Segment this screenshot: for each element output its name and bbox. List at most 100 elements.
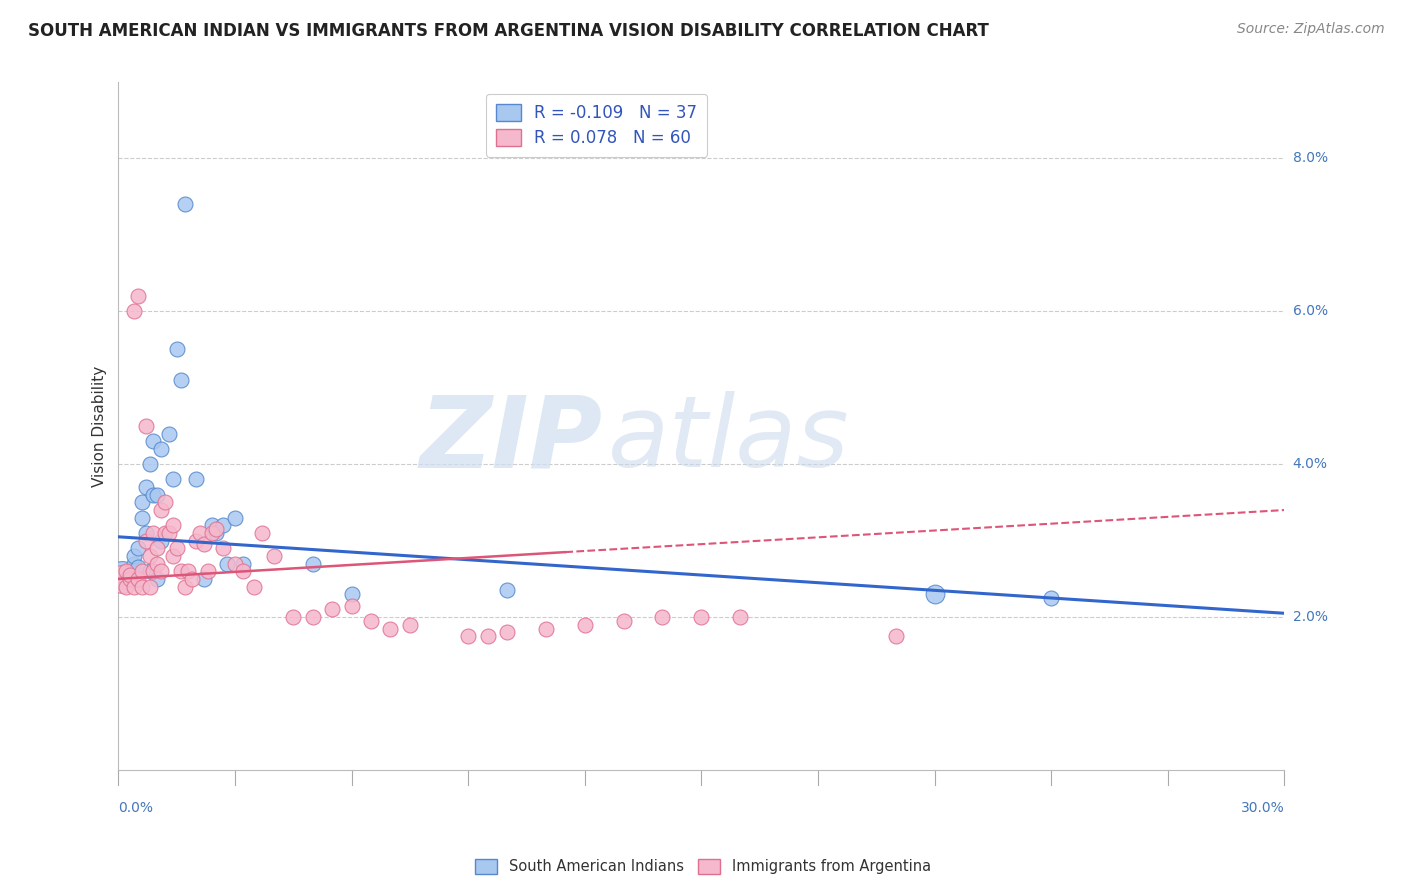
Point <box>157 426 180 441</box>
Point <box>131 495 153 509</box>
Point <box>150 564 173 578</box>
Point <box>127 541 149 556</box>
Text: ZIP: ZIP <box>419 392 602 488</box>
Point <box>122 557 145 571</box>
Point <box>301 610 323 624</box>
Point <box>142 488 165 502</box>
Text: 8.0%: 8.0% <box>1292 152 1327 165</box>
Point <box>204 526 226 541</box>
Point <box>115 564 138 578</box>
Point <box>162 549 184 563</box>
Text: 6.0%: 6.0% <box>1292 304 1327 318</box>
Point <box>120 572 142 586</box>
Point <box>193 537 215 551</box>
Point <box>232 557 254 571</box>
Point <box>135 526 157 541</box>
Point <box>283 610 305 624</box>
Point <box>496 625 519 640</box>
Text: atlas: atlas <box>607 392 849 488</box>
Point <box>690 610 713 624</box>
Text: 2.0%: 2.0% <box>1292 610 1327 624</box>
Point <box>212 541 235 556</box>
Point <box>477 629 499 643</box>
Point <box>232 564 254 578</box>
Point <box>150 503 173 517</box>
Point <box>142 526 165 541</box>
Point <box>181 572 204 586</box>
Point <box>138 580 160 594</box>
Point <box>380 622 402 636</box>
Point <box>169 373 191 387</box>
Point <box>243 580 266 594</box>
Text: 4.0%: 4.0% <box>1292 458 1327 471</box>
Point <box>399 617 422 632</box>
Point <box>150 442 173 456</box>
Point <box>111 568 134 582</box>
Text: 0.0%: 0.0% <box>118 800 153 814</box>
Point <box>153 495 176 509</box>
Point <box>340 599 363 613</box>
Text: 30.0%: 30.0% <box>1240 800 1284 814</box>
Point <box>142 564 165 578</box>
Point <box>574 617 596 632</box>
Point <box>127 572 149 586</box>
Text: Source: ZipAtlas.com: Source: ZipAtlas.com <box>1237 22 1385 37</box>
Point <box>224 557 246 571</box>
Point <box>173 580 195 594</box>
Point <box>173 197 195 211</box>
Point <box>360 614 382 628</box>
Point <box>122 304 145 318</box>
Point <box>120 568 142 582</box>
Point <box>131 564 153 578</box>
Point <box>224 510 246 524</box>
Point <box>188 526 211 541</box>
Point <box>135 533 157 548</box>
Point <box>217 557 239 571</box>
Point <box>169 564 191 578</box>
Point <box>186 473 208 487</box>
Point <box>138 564 160 578</box>
Point <box>212 518 235 533</box>
Point <box>162 473 184 487</box>
Point <box>166 541 188 556</box>
Point <box>131 580 153 594</box>
Point <box>111 572 134 586</box>
Point <box>135 480 157 494</box>
Point <box>252 526 274 541</box>
Point <box>127 289 149 303</box>
Point <box>301 557 323 571</box>
Point <box>146 557 169 571</box>
Point <box>146 541 169 556</box>
Point <box>884 629 907 643</box>
Point <box>135 419 157 434</box>
Point <box>457 629 479 643</box>
Point <box>115 580 138 594</box>
Point <box>146 572 169 586</box>
Point <box>321 602 343 616</box>
Point <box>186 533 208 548</box>
Point <box>138 457 160 471</box>
Point <box>193 572 215 586</box>
Point <box>534 622 557 636</box>
Text: SOUTH AMERICAN INDIAN VS IMMIGRANTS FROM ARGENTINA VISION DISABILITY CORRELATION: SOUTH AMERICAN INDIAN VS IMMIGRANTS FROM… <box>28 22 988 40</box>
Point <box>146 488 169 502</box>
Point <box>122 549 145 563</box>
Point <box>153 526 176 541</box>
Point <box>115 572 138 586</box>
Point <box>177 564 200 578</box>
Point <box>142 434 165 449</box>
Point <box>150 533 173 548</box>
Point <box>496 583 519 598</box>
Point <box>120 564 142 578</box>
Y-axis label: Vision Disability: Vision Disability <box>93 366 107 486</box>
Point <box>138 549 160 563</box>
Point <box>197 564 219 578</box>
Legend: R = -0.109   N = 37, R = 0.078   N = 60: R = -0.109 N = 37, R = 0.078 N = 60 <box>485 94 707 157</box>
Point <box>340 587 363 601</box>
Legend: South American Indians, Immigrants from Argentina: South American Indians, Immigrants from … <box>470 853 936 880</box>
Point <box>613 614 636 628</box>
Point <box>127 560 149 574</box>
Point <box>162 518 184 533</box>
Point <box>728 610 751 624</box>
Point <box>651 610 673 624</box>
